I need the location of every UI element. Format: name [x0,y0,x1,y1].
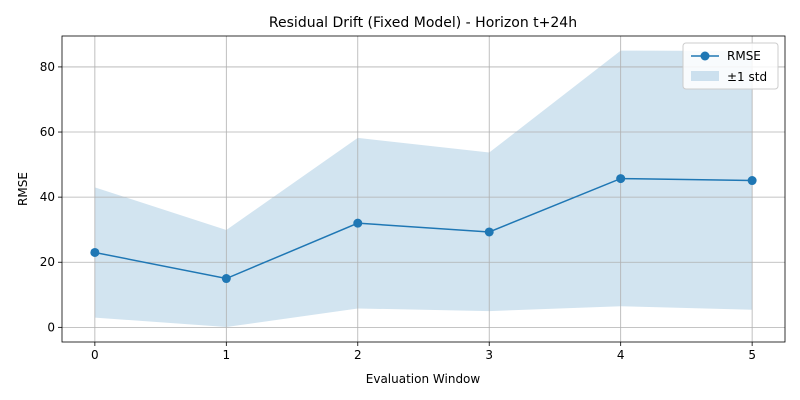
legend-band-swatch [691,71,719,81]
rmse-point [484,227,494,237]
plot-area: 0 1 2 3 4 5 0 20 40 60 80 RMSE ±1 std [40,35,786,362]
legend-rmse-marker [700,51,710,61]
axes-frame [61,35,786,343]
legend-band-label: ±1 std [727,70,767,84]
x-tick-label: 5 [748,348,756,362]
x-tick-label: 0 [91,348,99,362]
rmse-point [353,218,363,228]
y-tick-label: 0 [47,320,55,334]
x-axis-label: Evaluation Window [366,372,481,386]
rmse-line [94,177,753,280]
rmse-point [616,174,626,184]
x-tick-label: 2 [354,348,362,362]
y-tick-label: 20 [40,255,55,269]
y-axis-label: RMSE [16,172,30,206]
y-tick-label: 80 [40,60,55,74]
rmse-point [747,176,757,186]
rmse-point [90,247,100,257]
x-tick-label: 4 [617,348,625,362]
legend-rmse-label: RMSE [727,49,761,63]
std-band [94,50,753,328]
x-tick-label: 1 [222,348,230,362]
x-tick-label: 3 [485,348,493,362]
y-tick-label: 60 [40,125,55,139]
rmse-point [221,274,231,284]
y-tick-label: 40 [40,190,55,204]
chart-title: Residual Drift (Fixed Model) - Horizon t… [269,15,577,31]
